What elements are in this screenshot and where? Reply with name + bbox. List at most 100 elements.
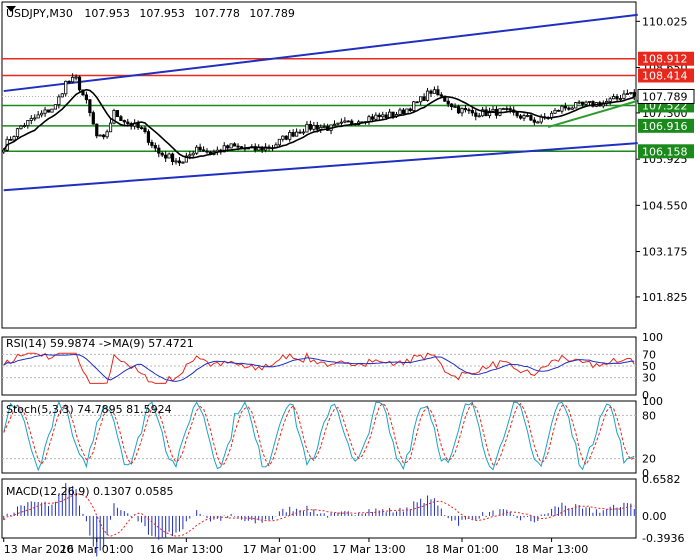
candle-body [615, 96, 619, 100]
candle-body [226, 145, 230, 149]
candle-body [150, 141, 154, 146]
candle-body [191, 152, 195, 156]
panel-frame [1, 478, 637, 539]
candle-body [95, 123, 99, 137]
candle-body [570, 107, 574, 110]
candle-body [374, 114, 378, 120]
candle-body [126, 121, 130, 124]
candle-body [536, 121, 540, 124]
candle-body [415, 101, 419, 104]
time-tick-label: 18 Mar 13:00 [515, 543, 588, 556]
candle-body [88, 99, 92, 114]
rsi-tick-label: 70 [642, 348, 656, 361]
macd-signal-line [3, 493, 635, 537]
candle-body [405, 108, 409, 115]
candle-body [463, 107, 468, 111]
candle-body [560, 105, 564, 112]
candle-body [40, 112, 44, 116]
candle-body [377, 114, 381, 118]
candle-body [584, 101, 588, 105]
candle-body [9, 138, 13, 141]
time-tick-label: 18 Mar 01:00 [425, 543, 498, 556]
candle-body [139, 127, 144, 130]
candle-body [112, 110, 116, 124]
candle-body [67, 80, 71, 83]
candle-body [277, 138, 281, 146]
candle-body [436, 89, 440, 96]
candle-body [629, 92, 633, 94]
candle-body [153, 145, 157, 149]
candle-body [419, 96, 423, 103]
collapse-triangle-icon [6, 6, 16, 12]
candle-body [336, 122, 340, 125]
candle-body [563, 105, 567, 109]
candle-body [481, 109, 485, 117]
candle-body [222, 145, 226, 153]
candle-body [102, 134, 106, 138]
candle-body [157, 147, 161, 154]
candle-body [577, 101, 581, 104]
candle-body [332, 123, 337, 126]
candle-body [26, 120, 30, 126]
candle-body [339, 121, 343, 124]
support-trend-line [547, 99, 639, 128]
price-panel: 110.025108.650107.300105.925104.550103.1… [1, 1, 695, 329]
candle-body [167, 153, 171, 159]
candle-body [143, 127, 147, 133]
time-tick-label: 17 Mar 01:00 [243, 543, 316, 556]
stoch-tick-label: 20 [642, 453, 656, 466]
level-label: 108.912 [642, 53, 688, 66]
candle-body [12, 136, 16, 141]
stoch-tick-label: 100 [642, 395, 663, 408]
candle-body [53, 104, 58, 110]
macd-panel: 0.6582 0.00 -0.3936 [1, 473, 684, 557]
candle-body [174, 160, 178, 163]
candle-body [529, 115, 533, 121]
price-tick-label: 103.175 [642, 246, 688, 259]
candle-body [195, 146, 199, 154]
stoch-tick-label: 0 [642, 467, 649, 480]
candle-body [33, 117, 37, 120]
macd-header: MACD(12,26,9) 0.1307 0.0585 [6, 485, 174, 498]
candle-body [105, 131, 109, 138]
candle-body [71, 76, 75, 83]
time-tick-label: 17 Mar 13:00 [332, 543, 405, 556]
candle-body [295, 131, 299, 137]
candle-body [567, 107, 571, 110]
candle-body [618, 98, 623, 100]
moving-average-line [3, 88, 635, 159]
candle-body [474, 112, 478, 117]
candle-body [74, 76, 78, 79]
stoch-k-line [3, 401, 635, 472]
rsi-tick-label: 50 [642, 360, 656, 373]
candle-body [181, 161, 185, 164]
rsi-tick-label: 100 [642, 331, 663, 344]
candle-body [591, 101, 595, 107]
candle-body [477, 115, 481, 118]
candle-body [398, 109, 402, 115]
candle-body [15, 128, 20, 137]
level-label: 106.158 [642, 145, 688, 158]
candle-body [288, 131, 292, 140]
candle-body [439, 94, 443, 97]
candle-body [343, 120, 347, 123]
candle-body [315, 124, 319, 130]
macd-tick-label: 0.00 [642, 510, 667, 523]
stoch-d-line [3, 402, 635, 467]
current-price-label: 107.789 [642, 90, 688, 103]
level-label-box [638, 144, 694, 159]
candle-body [574, 102, 578, 109]
candle-body [46, 109, 51, 113]
candle-body [429, 90, 433, 94]
price-tick-label: 101.825 [642, 291, 688, 304]
candle-body [291, 131, 295, 137]
time-tick-label: 16 Mar 01:00 [60, 543, 133, 556]
candle-body [470, 110, 474, 114]
candles [2, 73, 636, 166]
candle-body [298, 131, 302, 134]
price-tick-label: 104.550 [642, 199, 688, 212]
candle-body [381, 114, 385, 118]
candle-body [412, 101, 416, 111]
candle-body [43, 109, 47, 114]
